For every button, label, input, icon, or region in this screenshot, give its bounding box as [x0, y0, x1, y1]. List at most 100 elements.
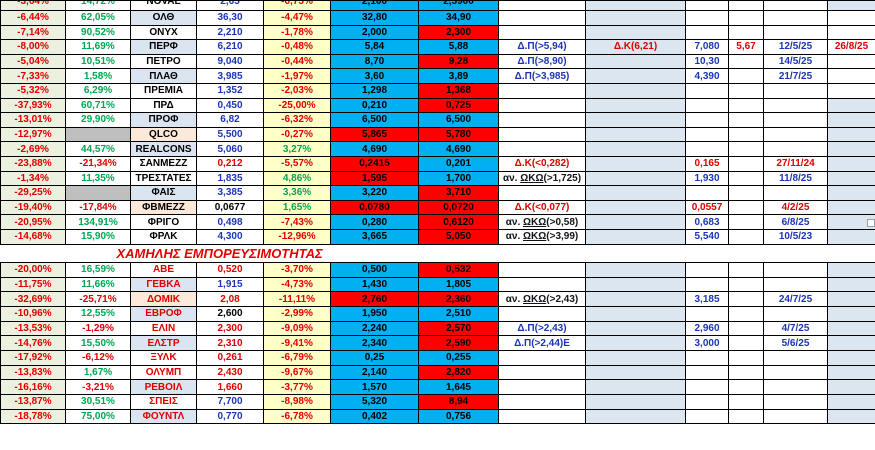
cell-resistance-level[interactable]: 1,700	[419, 171, 499, 186]
cell-signal-alt[interactable]	[586, 321, 686, 336]
cell-pct-from-high[interactable]: -18,78%	[1, 409, 66, 424]
cell-pct-from-high[interactable]: -23,88%	[1, 156, 66, 171]
cell-signal[interactable]: Δ.Π(>8,90)	[499, 54, 586, 69]
cell-pct-from-low[interactable]: 75,00%	[66, 409, 131, 424]
cell-signal-date[interactable]: 21/7/25	[764, 69, 828, 84]
cell-pct-from-low[interactable]: 60,71%	[66, 98, 131, 113]
cell-price[interactable]: 2,600	[197, 306, 264, 321]
cell-aux-value[interactable]	[729, 113, 764, 128]
cell-aux-value[interactable]	[729, 277, 764, 292]
cell-change-pct[interactable]: -1,97%	[264, 69, 331, 84]
cell-signal[interactable]	[499, 306, 586, 321]
cell-target-price[interactable]	[686, 380, 729, 395]
cell-resistance-level[interactable]: 0,0720	[419, 200, 499, 215]
cell-price[interactable]: 2,310	[197, 336, 264, 351]
cell-aux-value[interactable]	[729, 380, 764, 395]
cell-resistance-level[interactable]: 2,510	[419, 306, 499, 321]
cell-signal-date-alt[interactable]	[828, 262, 875, 277]
cell-aux-value[interactable]	[729, 98, 764, 113]
cell-pct-from-high[interactable]: -2,69%	[1, 142, 66, 157]
cell-ticker[interactable]: ΔΟΜΙΚ	[131, 292, 197, 307]
cell-support-level[interactable]: 5,320	[331, 395, 419, 410]
cell-signal-date-alt[interactable]	[828, 395, 875, 410]
cell-change-pct[interactable]: 3,36%	[264, 186, 331, 201]
cell-pct-from-high[interactable]: -14,76%	[1, 336, 66, 351]
cell-price[interactable]: 5,060	[197, 142, 264, 157]
cell-target-price[interactable]: 0,165	[686, 156, 729, 171]
cell-target-price[interactable]	[686, 98, 729, 113]
cell-change-pct[interactable]: -4,73%	[264, 277, 331, 292]
cell-aux-value[interactable]	[729, 200, 764, 215]
cell-pct-from-low[interactable]: 16,59%	[66, 262, 131, 277]
cell-aux-value[interactable]	[729, 25, 764, 40]
cell-support-level[interactable]: 2,140	[331, 365, 419, 380]
cell-signal-date-alt[interactable]	[828, 292, 875, 307]
cell-signal-date-alt[interactable]	[828, 171, 875, 186]
cell-ticker[interactable]: ΟΛΘ	[131, 11, 197, 26]
cell-ticker[interactable]: ΕΒΡΟΦ	[131, 306, 197, 321]
cell-signal[interactable]: αν. ΩΚΩ(>1,725)	[499, 171, 586, 186]
cell-target-price[interactable]	[686, 127, 729, 142]
cell-signal[interactable]: αν. ΩΚΩ(>2,43)	[499, 292, 586, 307]
cell-signal[interactable]	[499, 277, 586, 292]
cell-resistance-level[interactable]: 5,780	[419, 127, 499, 142]
cell-pct-from-low[interactable]: 44,57%	[66, 142, 131, 157]
cell-signal-date-alt[interactable]	[828, 351, 875, 366]
cell-aux-value[interactable]	[729, 156, 764, 171]
cell-resistance-level[interactable]: 0,201	[419, 156, 499, 171]
cell-signal-alt[interactable]	[586, 113, 686, 128]
cell-signal-date-alt[interactable]: 26/8/25	[828, 40, 875, 55]
cell-support-level[interactable]: 1,595	[331, 171, 419, 186]
cell-target-price[interactable]: 0,0557	[686, 200, 729, 215]
cell-change-pct[interactable]: -3,70%	[264, 262, 331, 277]
cell-support-level[interactable]: 2,100	[331, 1, 419, 11]
cell-signal-alt[interactable]	[586, 98, 686, 113]
cell-pct-from-high[interactable]: -13,87%	[1, 395, 66, 410]
cell-target-price[interactable]	[686, 262, 729, 277]
cell-signal[interactable]: αν. ΩΚΩ(>0,58)	[499, 215, 586, 230]
cell-aux-value[interactable]	[729, 262, 764, 277]
cell-signal-date-alt[interactable]	[828, 277, 875, 292]
cell-resistance-level[interactable]: 1,368	[419, 83, 499, 98]
cell-change-pct[interactable]: -11,11%	[264, 292, 331, 307]
cell-pct-from-high[interactable]: -3,64%	[1, 1, 66, 11]
cell-pct-from-high[interactable]: -7,14%	[1, 25, 66, 40]
cell-aux-value[interactable]	[729, 409, 764, 424]
cell-signal-date[interactable]: 6/8/25	[764, 215, 828, 230]
cell-support-level[interactable]: 1,570	[331, 380, 419, 395]
cell-signal[interactable]	[499, 186, 586, 201]
cell-support-level[interactable]: 5,865	[331, 127, 419, 142]
cell-signal-alt[interactable]	[586, 380, 686, 395]
cell-pct-from-low[interactable]: 15,50%	[66, 336, 131, 351]
cell-support-level[interactable]: 2,240	[331, 321, 419, 336]
cell-signal[interactable]	[499, 380, 586, 395]
cell-resistance-level[interactable]: 3,710	[419, 186, 499, 201]
cell-signal-alt[interactable]	[586, 229, 686, 244]
cell-target-price[interactable]: 0,683	[686, 215, 729, 230]
cell-signal-date-alt[interactable]	[828, 321, 875, 336]
cell-signal-date[interactable]	[764, 409, 828, 424]
cell-signal-alt[interactable]	[586, 215, 686, 230]
cell-signal[interactable]	[499, 351, 586, 366]
cell-signal-date-alt[interactable]	[828, 98, 875, 113]
cell-signal-date[interactable]: 27/11/24	[764, 156, 828, 171]
cell-pct-from-low[interactable]: 62,05%	[66, 11, 131, 26]
cell-pct-from-low[interactable]: 1,58%	[66, 69, 131, 84]
cell-support-level[interactable]: 0,25	[331, 351, 419, 366]
cell-ticker[interactable]: ΠΕΡΦ	[131, 40, 197, 55]
cell-signal-alt[interactable]	[586, 292, 686, 307]
cell-aux-value[interactable]	[729, 351, 764, 366]
cell-target-price[interactable]	[686, 83, 729, 98]
cell-pct-from-high[interactable]: -10,96%	[1, 306, 66, 321]
cell-signal-date-alt[interactable]	[828, 186, 875, 201]
cell-change-pct[interactable]: -8,98%	[264, 395, 331, 410]
cell-signal-date-alt[interactable]	[828, 69, 875, 84]
cell-signal[interactable]: αν. ΩΚΩ(>3,99)	[499, 229, 586, 244]
cell-price[interactable]: 1,915	[197, 277, 264, 292]
cell-pct-from-high[interactable]: -37,93%	[1, 98, 66, 113]
cell-target-price[interactable]: 3,185	[686, 292, 729, 307]
cell-change-pct[interactable]: -6,79%	[264, 351, 331, 366]
cell-resistance-level[interactable]: 2,590	[419, 336, 499, 351]
cell-signal-date[interactable]	[764, 365, 828, 380]
cell-ticker[interactable]: ΕΛΙΝ	[131, 321, 197, 336]
